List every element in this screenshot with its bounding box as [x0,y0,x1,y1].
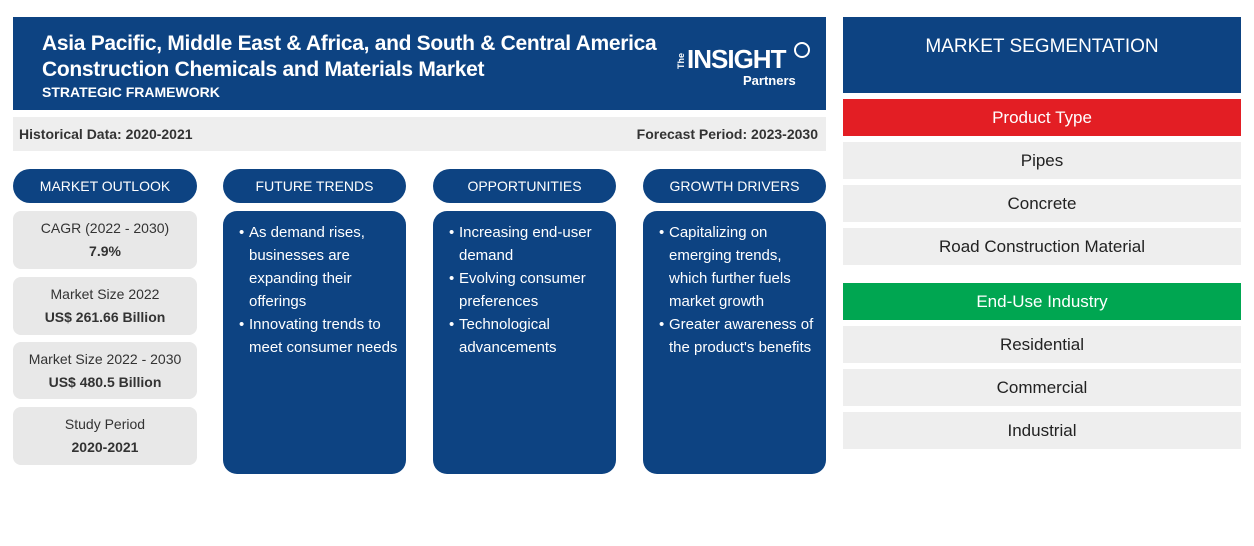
insight-partners-logo: The INSIGHT Partners [673,41,813,91]
logo-partners-text: Partners [743,73,796,88]
market-size-forecast-box: Market Size 2022 - 2030 US$ 480.5 Billio… [13,342,197,399]
period-bar: Historical Data: 2020-2021 Forecast Peri… [13,117,826,151]
segment-item-pipes: Pipes [843,142,1241,179]
market-size-forecast-value: US$ 480.5 Billion [48,374,162,390]
historical-data-label: Historical Data: 2020-2021 [19,126,193,142]
logo-insight-text: INSIGHT [687,44,786,74]
opportunities-heading: OPPORTUNITIES [433,169,616,203]
segment-item-road-construction: Road Construction Material [843,228,1241,265]
driver-item: Capitalizing on emerging trends, which f… [659,221,820,313]
segment-item-industrial: Industrial [843,412,1241,449]
future-trends-heading: FUTURE TRENDS [223,169,406,203]
report-title-line2: Construction Chemicals and Materials Mar… [42,58,485,81]
market-outlook-heading: MARKET OUTLOOK [13,169,197,203]
trend-item: As demand rises, businesses are expandin… [239,221,400,313]
forecast-period-label: Forecast Period: 2023-2030 [636,126,818,142]
market-segmentation-heading: MARKET SEGMENTATION [843,17,1241,93]
product-type-category: Product Type [843,99,1241,136]
trend-item: Innovating trends to meet consumer needs [239,313,400,359]
study-period-value: 2020-2021 [71,439,139,455]
opportunities-card: Increasing end-user demand Evolving cons… [433,211,616,474]
study-period-label: Study Period [64,416,146,432]
driver-item: Greater awareness of the product's benef… [659,313,820,359]
report-header: Asia Pacific, Middle East & Africa, and … [13,17,826,110]
opportunity-item: Evolving consumer preferences [449,267,610,313]
market-size-forecast-label: Market Size 2022 - 2030 [28,351,182,367]
future-trends-card: As demand rises, businesses are expandin… [223,211,406,474]
growth-drivers-heading: GROWTH DRIVERS [643,169,826,203]
segment-item-concrete: Concrete [843,185,1241,222]
cagr-label: CAGR (2022 - 2030) [40,220,170,236]
market-size-2022-label: Market Size 2022 [50,286,160,302]
report-title-line1: Asia Pacific, Middle East & Africa, and … [42,32,657,55]
segment-item-commercial: Commercial [843,369,1241,406]
market-size-2022-box: Market Size 2022 US$ 261.66 Billion [13,277,197,335]
market-size-2022-value: US$ 261.66 Billion [44,309,166,325]
lightbulb-icon [794,42,810,58]
opportunity-item: Technological advancements [449,313,610,359]
cagr-value: 7.9% [89,243,121,259]
logo-the-text: The [676,52,686,69]
end-use-industry-category: End-Use Industry [843,283,1241,320]
report-subtitle: STRATEGIC FRAMEWORK [42,84,220,100]
growth-drivers-card: Capitalizing on emerging trends, which f… [643,211,826,474]
segment-item-residential: Residential [843,326,1241,363]
opportunity-item: Increasing end-user demand [449,221,610,267]
cagr-box: CAGR (2022 - 2030) 7.9% [13,211,197,269]
study-period-box: Study Period 2020-2021 [13,407,197,465]
